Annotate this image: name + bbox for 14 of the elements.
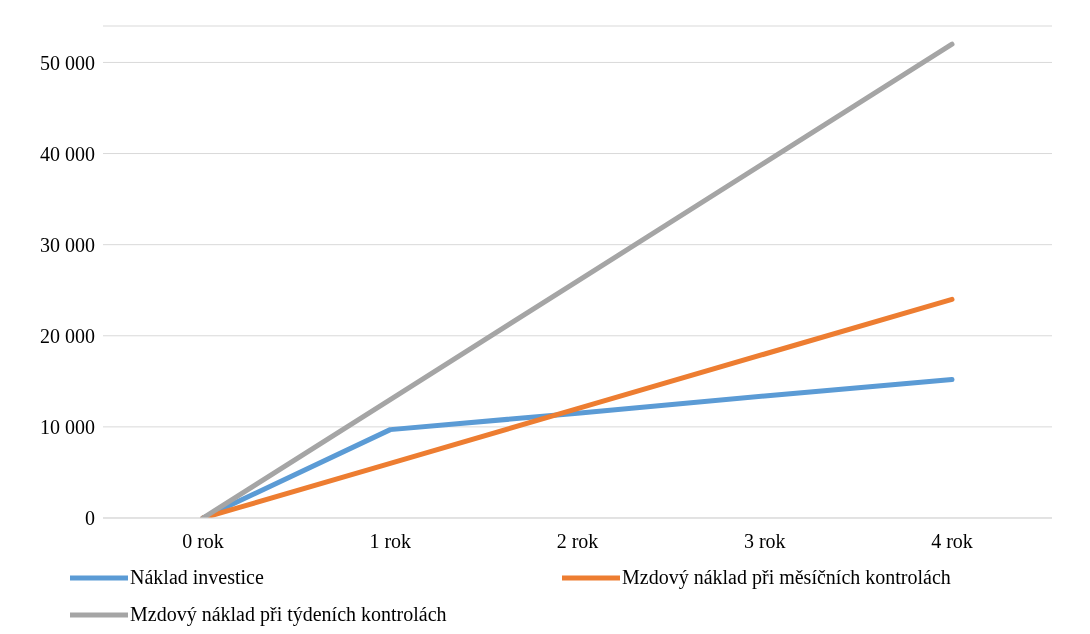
y-tick-label: 20 000 xyxy=(40,324,95,347)
legend-label: Mzdový náklad při týdeních kontrolách xyxy=(130,603,447,626)
y-tick-label: 50 000 xyxy=(40,51,95,74)
y-tick-label: 0 xyxy=(85,507,95,530)
legend-label: Náklad investice xyxy=(130,566,264,589)
y-tick-label: 40 000 xyxy=(40,142,95,165)
legend-label: Mzdový náklad při měsíčních kontrolách xyxy=(622,566,951,589)
y-tick-label: 30 000 xyxy=(40,233,95,256)
x-tick-label: 1 rok xyxy=(369,530,412,553)
x-tick-label: 3 rok xyxy=(743,530,786,553)
x-tick-label: 2 rok xyxy=(556,530,599,553)
y-tick-label: 10 000 xyxy=(40,415,95,438)
x-tick-label: 4 rok xyxy=(931,530,973,553)
x-tick-label: 0 rok xyxy=(182,530,224,553)
